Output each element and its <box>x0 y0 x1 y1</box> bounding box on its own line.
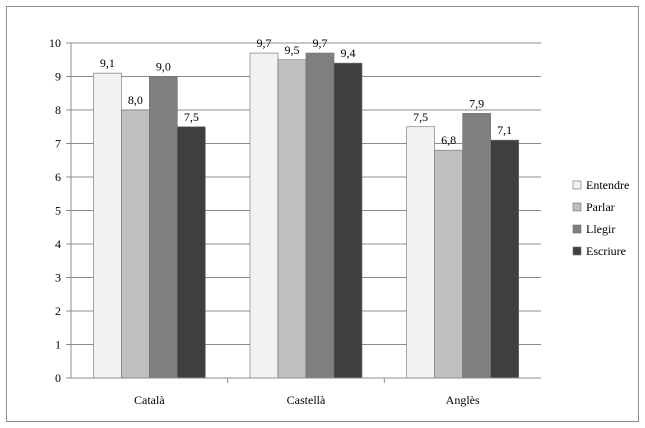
data-label: 9,1 <box>100 56 115 70</box>
bar <box>149 76 178 379</box>
y-tick-label: 0 <box>55 371 61 385</box>
bar <box>406 126 435 379</box>
data-label: 7,5 <box>184 110 199 124</box>
y-tick-label: 8 <box>55 103 61 117</box>
bar <box>249 52 279 379</box>
legend-swatch <box>572 202 582 212</box>
legend-swatch <box>572 180 582 190</box>
x-category-label: Anglès <box>446 393 480 407</box>
legend: Entendre Parlar Llegir Escriure <box>572 178 629 258</box>
bar <box>177 126 206 379</box>
data-label: 9,5 <box>285 43 300 57</box>
axis-layer: 0 1 2 3 4 5 6 7 8 9 10 Català Castellà Anglès <box>49 36 541 407</box>
data-label: 7,1 <box>497 123 512 137</box>
bar-layer: 9,1 8,0 9,0 7,5 9,7 9,5 9,7 9,4 7,5 6,8 7,9 7,1 <box>93 36 519 379</box>
data-label: 9,4 <box>341 46 356 60</box>
legend-swatch <box>572 246 582 256</box>
bar <box>121 109 150 379</box>
data-label: 9,7 <box>313 36 328 50</box>
data-label: 9,7 <box>257 36 272 50</box>
bar <box>277 59 307 379</box>
x-category-label: Català <box>134 393 165 407</box>
legend-swatch <box>572 224 582 234</box>
legend-label: Escriure <box>586 244 626 258</box>
bar <box>462 113 491 379</box>
y-tick-label: 10 <box>49 36 61 50</box>
bar <box>305 52 335 379</box>
y-tick-label: 3 <box>55 271 61 285</box>
bar <box>93 72 122 379</box>
y-tick-label: 4 <box>55 237 61 251</box>
bar <box>490 139 519 379</box>
y-tick-label: 5 <box>55 204 61 218</box>
y-tick-label: 9 <box>55 70 61 84</box>
data-label: 7,9 <box>469 96 484 110</box>
y-tick-label: 2 <box>55 304 61 318</box>
data-label: 8,0 <box>128 93 143 107</box>
data-label: 7,5 <box>413 110 428 124</box>
y-tick-label: 1 <box>55 338 61 352</box>
y-tick-label: 6 <box>55 170 61 184</box>
data-label: 9,0 <box>156 60 171 74</box>
y-tick-label: 7 <box>55 137 61 151</box>
x-category-label: Castellà <box>287 393 326 407</box>
bar <box>333 62 363 379</box>
bar <box>434 149 463 379</box>
data-label: 6,8 <box>441 133 456 147</box>
legend-label: Parlar <box>586 200 615 214</box>
legend-label: Llegir <box>586 222 615 236</box>
legend-label: Entendre <box>586 178 629 192</box>
